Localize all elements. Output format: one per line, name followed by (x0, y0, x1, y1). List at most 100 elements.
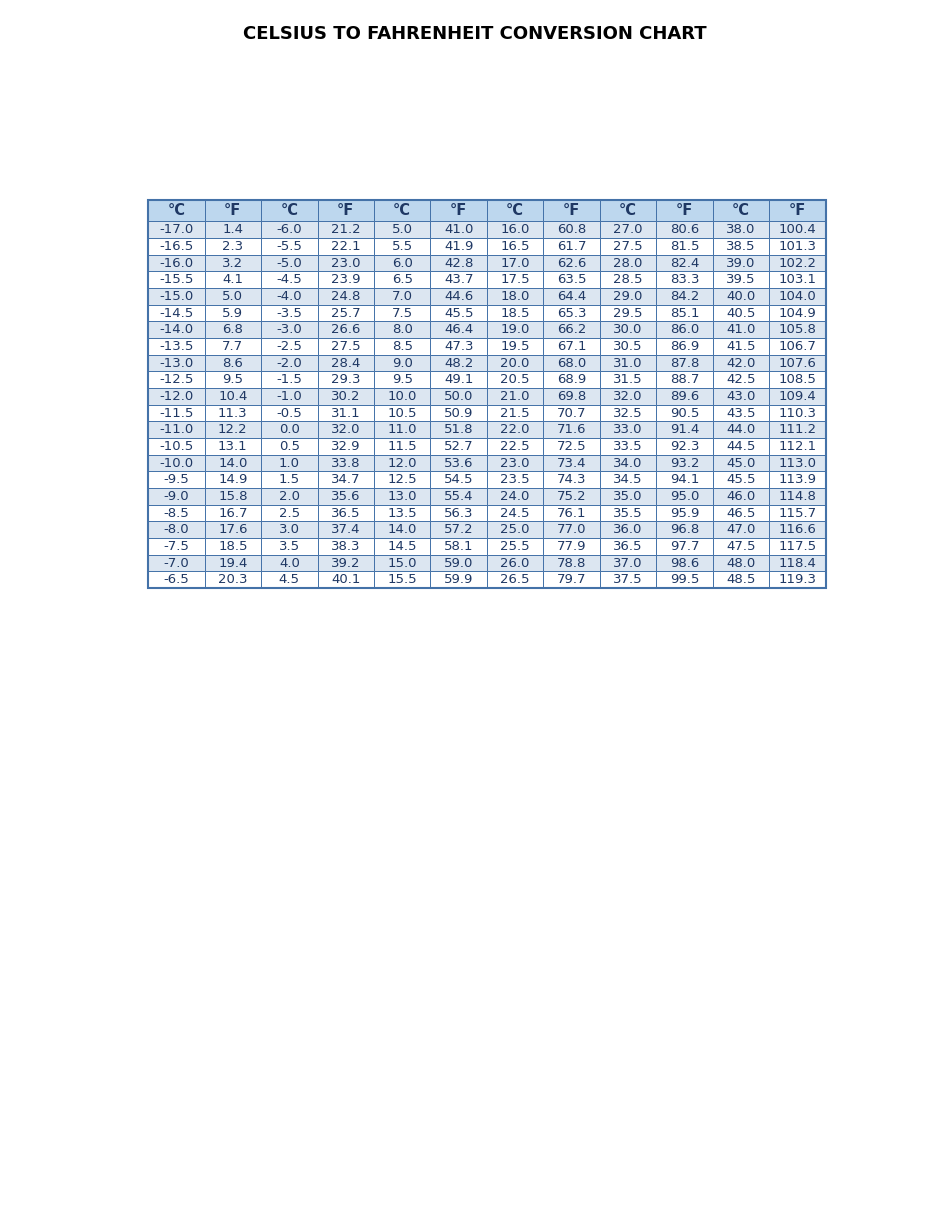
Text: 14.0: 14.0 (218, 456, 248, 470)
Text: 47.3: 47.3 (444, 339, 473, 353)
Bar (261, 387, 317, 405)
Bar (317, 471, 374, 488)
Text: 4.5: 4.5 (278, 573, 300, 587)
Bar (261, 255, 317, 272)
Bar (430, 221, 486, 239)
Bar (374, 387, 430, 405)
Text: -14.0: -14.0 (160, 323, 194, 336)
Bar (770, 239, 826, 255)
Bar (317, 572, 374, 588)
Text: 42.8: 42.8 (444, 257, 473, 269)
Bar (599, 555, 656, 572)
Text: 28.0: 28.0 (614, 257, 643, 269)
Bar (204, 455, 261, 471)
Bar (543, 522, 599, 538)
Text: 92.3: 92.3 (670, 440, 699, 453)
Bar (317, 255, 374, 272)
Bar (374, 338, 430, 354)
Text: 34.0: 34.0 (614, 456, 643, 470)
Bar (712, 199, 770, 221)
Bar (261, 572, 317, 588)
Text: -2.0: -2.0 (276, 357, 302, 369)
Text: 86.9: 86.9 (670, 339, 699, 353)
Text: -11.5: -11.5 (160, 406, 194, 419)
Bar (430, 455, 486, 471)
Text: 16.7: 16.7 (218, 507, 248, 519)
Bar (204, 221, 261, 239)
Text: -1.5: -1.5 (276, 373, 302, 386)
Text: 71.6: 71.6 (557, 423, 586, 437)
Bar (430, 387, 486, 405)
Text: 48.2: 48.2 (444, 357, 473, 369)
Bar (430, 538, 486, 555)
Text: 27.5: 27.5 (613, 240, 643, 253)
Bar (486, 405, 543, 422)
Text: 60.8: 60.8 (557, 223, 586, 236)
Bar (599, 221, 656, 239)
Bar (317, 504, 374, 522)
Bar (712, 405, 770, 422)
Bar (656, 239, 712, 255)
Bar (204, 371, 261, 387)
Bar (599, 272, 656, 288)
Text: 2.0: 2.0 (278, 490, 300, 503)
Bar (374, 305, 430, 321)
Bar (599, 438, 656, 455)
Text: 19.5: 19.5 (501, 339, 530, 353)
Text: 10.4: 10.4 (218, 390, 248, 403)
Bar (543, 338, 599, 354)
Bar (317, 239, 374, 255)
Text: 117.5: 117.5 (778, 540, 816, 552)
Text: 69.8: 69.8 (557, 390, 586, 403)
Bar (317, 488, 374, 504)
Bar (599, 255, 656, 272)
Bar (656, 538, 712, 555)
Bar (770, 221, 826, 239)
Text: 95.9: 95.9 (670, 507, 699, 519)
Text: 59.0: 59.0 (444, 556, 473, 569)
Bar (543, 321, 599, 338)
Text: 25.7: 25.7 (331, 306, 361, 320)
Bar (599, 354, 656, 371)
Bar (770, 504, 826, 522)
Text: 34.7: 34.7 (331, 474, 360, 486)
Text: -9.5: -9.5 (163, 474, 189, 486)
Bar (656, 438, 712, 455)
Bar (374, 221, 430, 239)
Bar (374, 321, 430, 338)
Bar (148, 221, 204, 239)
Bar (656, 288, 712, 305)
Text: -7.5: -7.5 (163, 540, 189, 552)
Text: 2.3: 2.3 (222, 240, 243, 253)
Text: 79.7: 79.7 (557, 573, 586, 587)
Text: °C: °C (393, 203, 411, 218)
Bar (317, 354, 374, 371)
Text: 105.8: 105.8 (778, 323, 816, 336)
Bar (374, 455, 430, 471)
Text: 62.6: 62.6 (557, 257, 586, 269)
Bar (599, 572, 656, 588)
Bar (712, 338, 770, 354)
Bar (486, 305, 543, 321)
Text: 116.6: 116.6 (778, 523, 816, 536)
Bar (148, 555, 204, 572)
Bar (712, 272, 770, 288)
Text: 13.0: 13.0 (388, 490, 417, 503)
Bar (656, 555, 712, 572)
Bar (543, 504, 599, 522)
Text: 9.0: 9.0 (391, 357, 412, 369)
Bar (261, 199, 317, 221)
Bar (261, 555, 317, 572)
Text: -12.0: -12.0 (160, 390, 194, 403)
Bar (261, 405, 317, 422)
Text: 119.3: 119.3 (778, 573, 816, 587)
Text: 28.4: 28.4 (331, 357, 360, 369)
Bar (374, 471, 430, 488)
Bar (430, 199, 486, 221)
Bar (712, 488, 770, 504)
Text: -10.0: -10.0 (160, 456, 194, 470)
Text: 29.5: 29.5 (614, 306, 643, 320)
Bar (770, 387, 826, 405)
Text: 100.4: 100.4 (778, 223, 816, 236)
Bar (317, 387, 374, 405)
